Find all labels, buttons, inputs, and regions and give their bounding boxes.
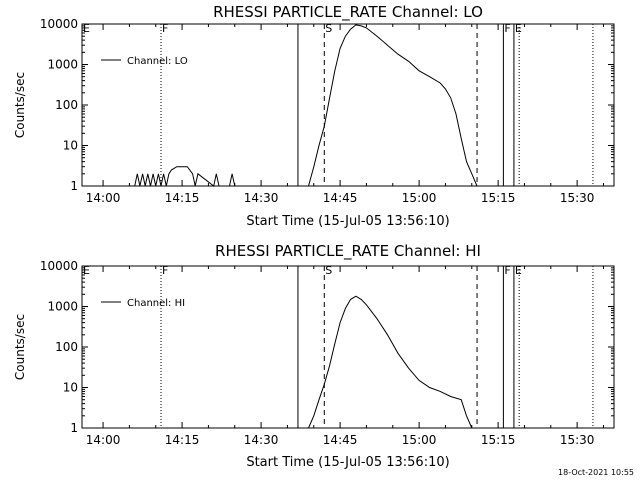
marker-label: E — [515, 22, 522, 35]
x-tick-label: 15:00 — [402, 191, 437, 205]
x-tick-label: 15:00 — [402, 433, 437, 447]
x-tick-label: 15:15 — [481, 191, 516, 205]
y-axis-label: Counts/sec — [13, 72, 27, 138]
x-axis-label: Start Time (15-Jul-05 13:56:10) — [246, 214, 449, 229]
marker-label: S — [325, 22, 332, 35]
x-axis-label: Start Time (15-Jul-05 13:56:10) — [246, 455, 449, 470]
y-tick-label: 1000 — [47, 58, 78, 72]
legend-label: Channel: HI — [127, 298, 185, 309]
series-line — [134, 24, 478, 187]
marker-label: F — [162, 264, 168, 277]
panel-hi: RHESSI PARTICLE_RATE Channel: HIE F S F E110… — [13, 242, 615, 470]
marker-label: E — [515, 264, 522, 277]
chart-title: RHESSI PARTICLE_RATE Channel: LO — [213, 3, 483, 22]
x-tick-label: 14:00 — [86, 433, 121, 447]
y-tick-label: 10 — [63, 139, 78, 153]
y-tick-label: 10 — [63, 381, 78, 395]
x-tick-label: 15:15 — [481, 433, 516, 447]
x-tick-label: 14:45 — [323, 191, 358, 205]
y-tick-label: 1 — [70, 179, 78, 193]
x-tick-label: 15:30 — [560, 191, 595, 205]
x-tick-label: 15:30 — [560, 433, 595, 447]
x-tick-label: 14:45 — [323, 433, 358, 447]
x-tick-label: 14:30 — [244, 433, 279, 447]
plot-frame — [81, 23, 615, 187]
x-tick-label: 14:15 — [165, 191, 200, 205]
marker-label: E — [83, 22, 90, 35]
timestamp: 18-Oct-2021 10:55 — [558, 468, 634, 477]
legend-label: Channel: LO — [127, 56, 188, 67]
series-line — [308, 295, 473, 429]
x-tick-label: 14:30 — [244, 191, 279, 205]
x-tick-label: 14:00 — [86, 191, 121, 205]
y-tick-label: 1 — [70, 421, 78, 435]
y-tick-label: 100 — [55, 340, 78, 354]
y-tick-label: 10000 — [40, 17, 78, 31]
x-tick-label: 14:15 — [165, 433, 200, 447]
y-tick-label: 1000 — [47, 300, 78, 314]
marker-label: F — [504, 22, 510, 35]
panel-lo: RHESSI PARTICLE_RATE Channel: LOE F S F E110… — [13, 3, 615, 229]
marker-label: S — [325, 264, 332, 277]
marker-label: F — [504, 264, 510, 277]
marker-label: F — [162, 22, 168, 35]
chart-title: RHESSI PARTICLE_RATE Channel: HI — [215, 242, 481, 261]
plot-frame — [81, 265, 615, 429]
y-tick-label: 100 — [55, 98, 78, 112]
y-tick-label: 10000 — [40, 259, 78, 273]
y-axis-label: Counts/sec — [13, 314, 27, 380]
marker-label: E — [83, 264, 90, 277]
